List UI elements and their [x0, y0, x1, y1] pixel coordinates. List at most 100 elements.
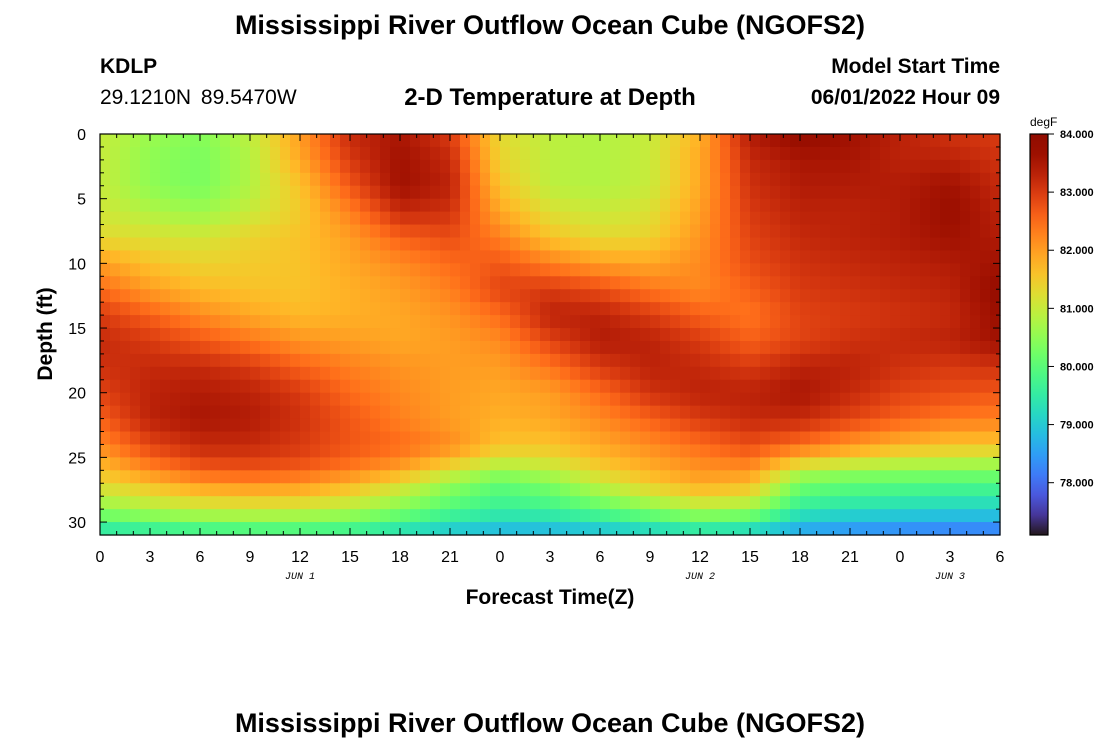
- heatmap-cell: [970, 483, 981, 497]
- heatmap-cell: [170, 237, 181, 252]
- heatmap-cell: [750, 263, 761, 277]
- heatmap-cell: [790, 185, 801, 200]
- heatmap-cell: [880, 211, 891, 226]
- heatmap-cell: [550, 328, 561, 342]
- heatmap-cell: [530, 315, 541, 329]
- heatmap-cell: [390, 315, 401, 329]
- heatmap-cell: [950, 418, 961, 433]
- heatmap-cell: [390, 134, 401, 148]
- heatmap-cell: [940, 134, 951, 148]
- heatmap-cell: [190, 276, 201, 290]
- heatmap-cell: [280, 159, 291, 174]
- heatmap-cell: [560, 496, 571, 510]
- heatmap-cell: [990, 198, 1001, 213]
- heatmap-cell: [980, 392, 991, 407]
- heatmap-cell: [940, 250, 951, 264]
- heatmap-cell: [370, 211, 381, 226]
- heatmap-cell: [540, 379, 551, 394]
- heatmap-cell: [820, 302, 831, 316]
- heatmap-cell: [930, 379, 941, 394]
- heatmap-cell: [420, 237, 431, 252]
- heatmap-cell: [180, 302, 191, 316]
- heatmap-cell: [220, 444, 231, 458]
- heatmap-cell: [900, 379, 911, 394]
- heatmap-cell: [520, 366, 531, 381]
- heatmap-cell: [290, 496, 301, 510]
- heatmap-cell: [970, 185, 981, 200]
- heatmap-cell: [330, 418, 341, 433]
- heatmap-cell: [830, 289, 841, 303]
- heatmap-cell: [360, 146, 371, 161]
- heatmap-cell: [280, 483, 291, 497]
- heatmap-cell: [550, 315, 561, 329]
- heatmap-cell: [480, 211, 491, 226]
- heatmap-cell: [320, 250, 331, 264]
- heatmap-cell: [280, 250, 291, 264]
- heatmap-cell: [890, 250, 901, 264]
- heatmap-cell: [160, 263, 171, 277]
- heatmap-cell: [450, 405, 461, 420]
- heatmap-cell: [880, 457, 891, 471]
- heatmap-cell: [490, 134, 501, 148]
- heatmap-cell: [730, 159, 741, 174]
- heatmap-cell: [230, 146, 241, 161]
- heatmap-cell: [880, 328, 891, 342]
- heatmap-cell: [780, 159, 791, 174]
- heatmap-cell: [680, 353, 691, 368]
- heatmap-cell: [610, 470, 621, 484]
- heatmap-cell: [280, 522, 291, 536]
- heatmap-cell: [840, 198, 851, 213]
- heatmap-cell: [560, 211, 571, 226]
- heatmap-cell: [860, 302, 871, 316]
- heatmap-cell: [900, 483, 911, 497]
- heatmap-cell: [880, 496, 891, 510]
- heatmap-cell: [820, 134, 831, 148]
- heatmap-cell: [110, 134, 121, 148]
- heatmap-cell: [860, 146, 871, 161]
- heatmap-cell: [510, 224, 521, 239]
- heatmap-cell: [450, 276, 461, 290]
- heatmap-cell: [100, 496, 111, 510]
- heatmap-cell: [450, 483, 461, 497]
- heatmap-cell: [690, 159, 701, 174]
- heatmap-cell: [970, 522, 981, 536]
- heatmap-cell: [190, 340, 201, 355]
- heatmap-cell: [670, 237, 681, 252]
- heatmap-cell: [960, 366, 971, 381]
- heatmap-cell: [140, 379, 151, 394]
- heatmap-cell: [850, 172, 861, 187]
- heatmap-cell: [810, 431, 821, 446]
- heatmap-cell: [860, 392, 871, 407]
- heatmap-cell: [940, 340, 951, 355]
- heatmap-cell: [450, 159, 461, 174]
- heatmap-cell: [770, 470, 781, 484]
- x-tick-label: 12: [691, 549, 709, 566]
- heatmap-cell: [170, 444, 181, 458]
- heatmap-cell: [910, 263, 921, 277]
- heatmap-cell: [780, 405, 791, 420]
- heatmap-cell: [890, 263, 901, 277]
- heatmap-cell: [310, 405, 321, 420]
- heatmap-cell: [860, 250, 871, 264]
- heatmap-cell: [710, 263, 721, 277]
- heatmap-cell: [850, 470, 861, 484]
- heatmap-cell: [490, 211, 501, 226]
- heatmap-cell: [770, 509, 781, 523]
- heatmap-cell: [400, 315, 411, 329]
- heatmap-cell: [180, 198, 191, 213]
- heatmap-cell: [940, 379, 951, 394]
- heatmap-cell: [760, 418, 771, 433]
- heatmap-cell: [520, 509, 531, 523]
- heatmap-cell: [840, 289, 851, 303]
- heatmap-cell: [770, 211, 781, 226]
- heatmap-cell: [120, 172, 131, 187]
- heatmap-cell: [940, 353, 951, 368]
- heatmap-cell: [280, 198, 291, 213]
- heatmap-cell: [440, 134, 451, 148]
- heatmap-cell: [430, 134, 441, 148]
- heatmap-cell: [370, 224, 381, 239]
- heatmap-cell: [380, 198, 391, 213]
- heatmap-cell: [650, 496, 661, 510]
- heatmap-cell: [180, 340, 191, 355]
- heatmap-cell: [110, 405, 121, 420]
